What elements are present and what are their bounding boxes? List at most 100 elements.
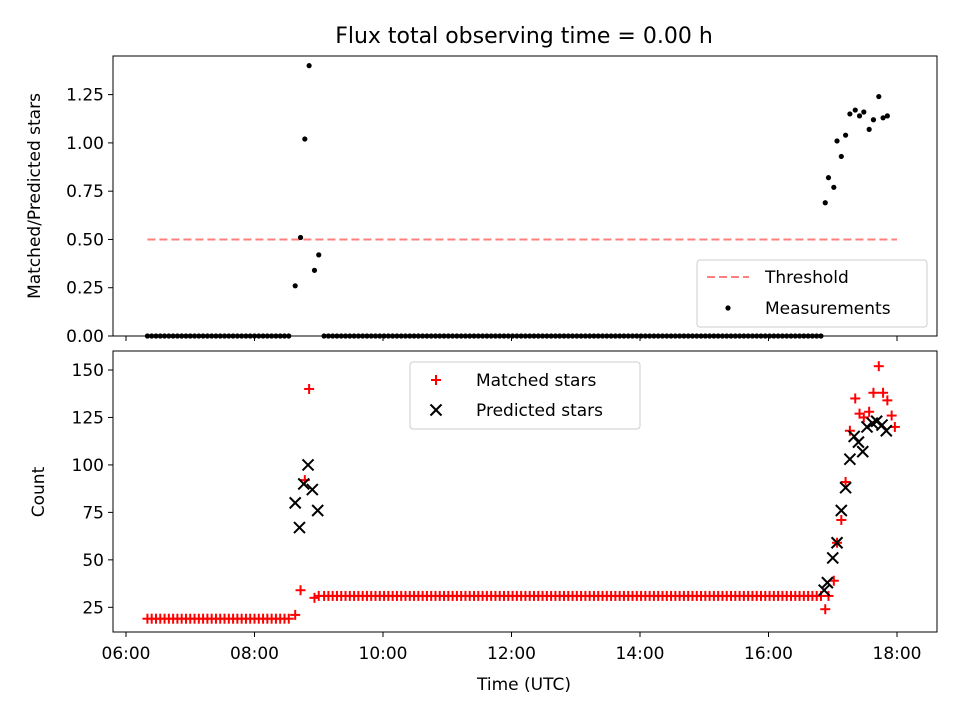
measurement-point — [617, 333, 623, 339]
predicted-cross-b — [311, 504, 324, 517]
predicted-star-point — [288, 496, 302, 510]
measurement-point — [209, 333, 215, 339]
matched-star-point — [304, 383, 315, 394]
bottom-y-tick-label: 150 — [72, 361, 104, 381]
top-legend: Threshold Measurements — [696, 259, 928, 328]
measurement-point — [191, 333, 198, 339]
measurement-point — [852, 107, 858, 113]
bottom-axes: Count Time (UTC) 25 50 75 100 125 150 06:00 08:… — [29, 350, 938, 695]
measurement-point — [629, 333, 636, 339]
measurements-legend-label: Measurements — [765, 299, 891, 319]
measurement-point — [187, 333, 193, 339]
measurement-point — [297, 234, 304, 241]
measurement-point — [286, 333, 292, 339]
measurement-point — [754, 333, 760, 339]
measurement-point — [647, 333, 653, 339]
measurement-point — [364, 333, 370, 339]
measurement-point — [557, 333, 563, 339]
bottom-legend: Matched stars Predicted stars — [409, 361, 641, 430]
measurement-point — [149, 333, 155, 339]
top-plot-area: 0.00 0.25 0.50 0.75 1.00 1.25 — [66, 55, 938, 347]
measurement-point — [651, 333, 657, 339]
bottom-y-tick-label: 125 — [72, 408, 104, 428]
measurement-point — [166, 333, 172, 339]
measurement-point — [306, 63, 312, 69]
measurement-point — [415, 333, 421, 339]
measurement-point — [420, 333, 426, 339]
measurement-point — [796, 333, 803, 339]
predicted-cross-b — [288, 496, 302, 510]
measurement-point — [779, 333, 786, 339]
predicted-star-point — [860, 420, 874, 434]
measurement-point — [196, 333, 202, 339]
bottom-x-axis-label: Time (UTC) — [476, 675, 571, 695]
predicted-cross-b — [852, 435, 865, 449]
measurement-point — [501, 333, 507, 339]
bottom-plot-area: 25 50 75 100 125 150 06:00 08:00 10:00 12:00 14:00… — [72, 350, 938, 664]
measurement-point — [822, 200, 828, 206]
measurement-point — [355, 333, 361, 339]
measurement-point — [342, 333, 349, 339]
measurement-point — [801, 333, 807, 339]
predicted-star-point — [880, 424, 893, 437]
measurement-point — [788, 333, 794, 339]
measurement-point — [544, 333, 550, 339]
matched-star-point — [820, 604, 831, 615]
top-y-axis-label: Matched/Predicted stars — [25, 93, 45, 299]
measurement-point — [856, 113, 863, 119]
measurement-point — [302, 136, 308, 142]
bottom-y-axis-label: Count — [29, 466, 49, 517]
measurement-point — [351, 333, 357, 339]
matched-legend-label: Matched stars — [476, 371, 596, 391]
measurement-point — [689, 333, 696, 339]
measurement-point — [880, 115, 886, 121]
measurement-point — [766, 333, 773, 339]
measurement-point — [338, 333, 344, 339]
measurement-point — [144, 333, 151, 339]
top-y-tick-label: 0.00 — [66, 327, 104, 347]
measurement-point — [775, 333, 781, 339]
measurement-point — [866, 126, 872, 132]
predicted-star-point — [870, 415, 883, 428]
bottom-x-tick-label: 18:00 — [873, 644, 922, 664]
measurement-point — [741, 333, 747, 339]
measurement-point — [454, 333, 460, 339]
matched-star-point — [889, 421, 900, 432]
measurement-point — [256, 333, 262, 339]
measurement-point — [548, 333, 554, 339]
measurement-point — [251, 333, 258, 339]
measurement-point — [707, 333, 713, 339]
measurement-point — [861, 109, 867, 115]
measurement-point — [360, 333, 366, 339]
measurement-point — [715, 333, 721, 339]
measurement-point — [372, 333, 379, 339]
predicted-cross-b — [839, 481, 852, 494]
matched-star-point — [283, 613, 294, 624]
predicted-star-point — [866, 416, 879, 430]
measurement-point — [745, 333, 751, 339]
matched-star-point — [878, 387, 889, 398]
measurement-point — [217, 333, 223, 339]
measurement-point — [792, 333, 798, 339]
measurement-point — [569, 333, 576, 339]
measurement-point — [450, 333, 456, 339]
predicted-cross-b — [870, 415, 883, 428]
top-legend-box — [696, 259, 928, 328]
bottom-x-tick-label: 06:00 — [102, 644, 151, 664]
measurement-point — [838, 153, 844, 160]
measurement-point — [424, 333, 430, 339]
measurement-point — [488, 333, 494, 339]
top-chart-title: Flux total observing time = 0.00 h — [335, 24, 713, 49]
measurement-point — [719, 333, 726, 339]
measurement-point — [672, 333, 678, 339]
measurement-point — [834, 138, 840, 144]
predicted-cross-b — [293, 521, 306, 534]
predicted-cross-b — [860, 420, 874, 434]
measurement-point — [634, 333, 640, 339]
matched-star-point — [882, 395, 893, 406]
measurement-point — [831, 184, 837, 190]
measurement-point — [843, 132, 849, 138]
measurement-point — [668, 333, 674, 339]
measurement-point — [221, 333, 228, 339]
measurement-point — [809, 333, 816, 339]
